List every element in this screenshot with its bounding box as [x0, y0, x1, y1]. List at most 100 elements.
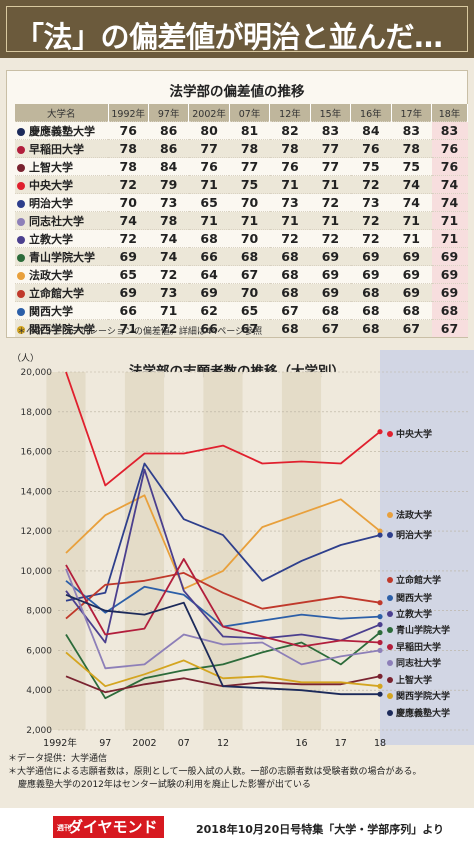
score-cell: 81 — [229, 121, 270, 140]
score-cell: 69 — [391, 283, 432, 302]
x-tick-label: 97 — [99, 738, 111, 749]
score-cell: 72 — [310, 193, 351, 212]
applicants-line-chart: 20,000 18,000 16,000 14,000 12,000 10,000 8,00… — [21, 368, 470, 749]
col-header-university: 大学名 — [15, 104, 109, 122]
series-end-point — [377, 528, 383, 534]
score-cell: 69 — [188, 283, 230, 302]
score-cell: 67 — [391, 319, 432, 337]
legend-dot-icon — [17, 307, 25, 316]
legend-dot-icon — [387, 660, 393, 666]
legend-dot-icon — [17, 145, 25, 154]
col-header-year: 07年 — [229, 104, 271, 122]
y-tick-label: 16,000 — [21, 448, 53, 458]
university-name-cell: 同志社大学 — [15, 211, 108, 230]
score-cell: 71 — [431, 229, 468, 248]
score-cell: 69 — [350, 247, 392, 266]
magazine-logo: 週刊ダイヤモンド — [53, 816, 164, 838]
score-cell: 76 — [108, 121, 149, 140]
score-cell: 69 — [431, 265, 468, 284]
table-row: 慶應義塾大学 76 86 80 81 82 83 84 83 83 — [15, 121, 468, 140]
series-line-1 — [65, 371, 381, 487]
score-cell: 69 — [391, 265, 432, 284]
table-body: 慶應義塾大学 76 86 80 81 82 83 84 83 83 早稲田大学 78 86 77 78 78 7… — [15, 121, 468, 337]
table-row: 中央大学 72 79 71 75 71 71 72 74 74 — [15, 175, 468, 194]
university-name: 関西学院大学 — [29, 322, 95, 336]
series-label: 関西学院大学 — [396, 690, 450, 702]
score-cell: 78 — [229, 139, 270, 158]
legend-dot-icon — [387, 611, 393, 617]
score-cell: 74 — [391, 193, 432, 212]
score-cell: 68 — [269, 265, 311, 284]
university-name-cell: 上智大学 — [15, 157, 108, 176]
score-cell: 73 — [148, 283, 189, 302]
university-name: 明治大学 — [29, 196, 73, 210]
score-cell: 76 — [269, 157, 311, 176]
x-tick-label: 2002 — [132, 738, 156, 749]
score-cell: 80 — [188, 121, 230, 140]
score-cell: 75 — [391, 157, 432, 176]
deviation-table-card: 法学部の偏差値の推移 大学名 1992年 97年 2002年 07年 12年 1… — [6, 70, 468, 338]
score-cell: 84 — [350, 121, 392, 140]
score-cell: 83 — [391, 121, 432, 140]
footer: 週刊ダイヤモンド 2018年10月20日号特集「大学・学部序列」より — [0, 808, 474, 842]
series-line-9 — [65, 568, 381, 670]
university-name-cell: 関西大学 — [15, 301, 108, 320]
score-cell: 70 — [229, 229, 270, 248]
university-name: 関西大学 — [29, 304, 73, 318]
col-header-year: 12年 — [269, 104, 311, 122]
score-cell: 74 — [108, 211, 149, 230]
university-name-cell: 関西学院大学 — [15, 319, 108, 337]
score-cell: 86 — [148, 139, 189, 158]
score-cell: 71 — [148, 301, 189, 320]
score-cell: 69 — [310, 247, 351, 266]
legend-dot-icon — [17, 289, 25, 298]
score-cell: 66 — [188, 247, 230, 266]
score-cell: 77 — [310, 139, 351, 158]
score-cell: 67 — [269, 301, 311, 320]
score-cell: 69 — [108, 283, 149, 302]
series-label: 早稲田大学 — [396, 641, 441, 653]
score-cell: 86 — [148, 121, 189, 140]
score-cell: 70 — [229, 283, 270, 302]
series-end-point — [377, 647, 383, 654]
legend-dot-icon — [387, 693, 393, 699]
score-cell: 74 — [431, 193, 468, 212]
table-title: 法学部の偏差値の推移 — [169, 84, 305, 100]
score-cell: 70 — [108, 193, 149, 212]
x-tick-label: 18 — [374, 738, 386, 749]
legend-dot-icon — [387, 532, 393, 538]
x-tick-label: 12 — [217, 738, 229, 749]
score-cell: 78 — [108, 157, 149, 176]
series-end-point — [377, 429, 383, 435]
series-end-point — [377, 639, 383, 646]
legend-dot-icon — [17, 181, 25, 190]
table-row: 明治大学 70 73 65 70 73 72 73 74 74 — [15, 193, 468, 212]
y-tick-label: 2,000 — [26, 726, 52, 736]
score-cell: 70 — [229, 193, 270, 212]
score-cell: 71 — [269, 211, 311, 230]
series-end-point — [377, 621, 383, 628]
score-cell: 72 — [108, 175, 149, 194]
series-line-8 — [65, 558, 381, 648]
university-name-cell: 青山学院大学 — [15, 247, 108, 266]
score-cell: 76 — [350, 139, 392, 158]
year-band — [281, 372, 322, 730]
score-cell: 69 — [310, 265, 351, 284]
logo-text: ダイヤモンド — [68, 818, 158, 836]
y-tick-label: 20,000 — [21, 368, 53, 378]
legend-dot-icon — [387, 512, 393, 518]
score-cell: 69 — [108, 247, 149, 266]
score-cell: 68 — [269, 319, 311, 337]
university-name-cell: 立命館大学 — [15, 283, 108, 302]
series-label: 中央大学 — [396, 428, 432, 440]
score-cell: 68 — [269, 283, 311, 302]
score-cell: 69 — [350, 265, 392, 284]
score-cell: 83 — [310, 121, 351, 140]
legend-dot-icon — [387, 627, 393, 633]
score-cell: 72 — [350, 175, 392, 194]
series-end-point — [377, 614, 383, 620]
table-row: 上智大学 78 84 76 77 76 77 75 75 76 — [15, 157, 468, 176]
headline: 「法」の偏差値が明治と並んだ… — [15, 20, 443, 54]
score-cell: 74 — [148, 229, 189, 248]
score-cell: 77 — [188, 139, 230, 158]
